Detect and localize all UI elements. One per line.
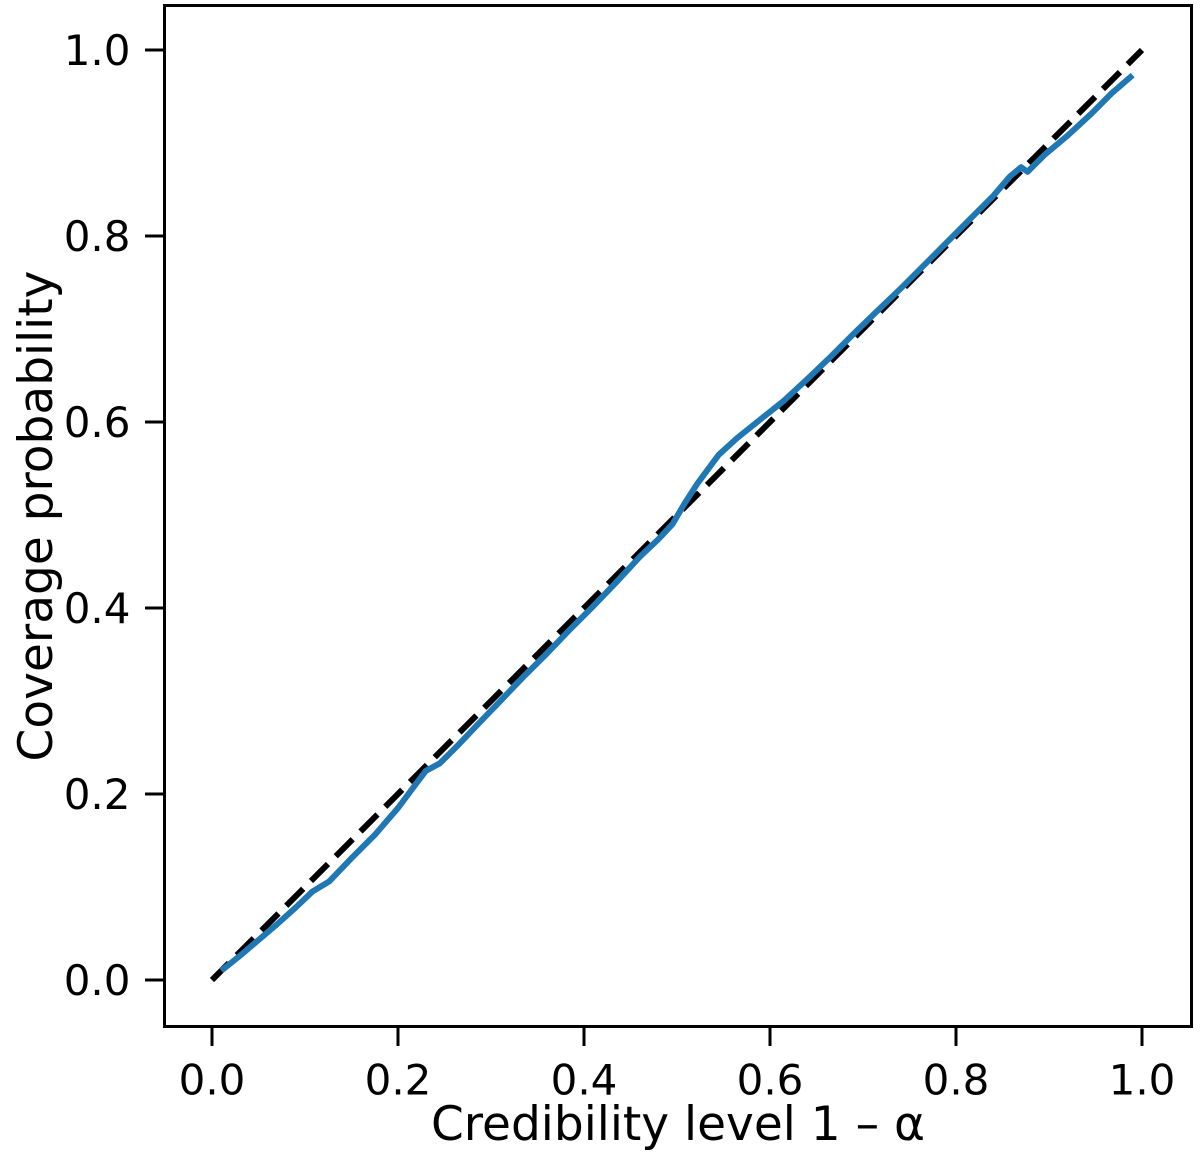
coverage-line — [219, 72, 1135, 974]
x-tick-label: 0.0 — [179, 1056, 246, 1105]
y-tick-label: 1.0 — [64, 26, 131, 75]
series-group — [209, 47, 1145, 983]
x-tick-label: 1.0 — [1109, 1056, 1176, 1105]
y-tick-label: 0.0 — [64, 956, 131, 1005]
y-tick-label: 0.6 — [64, 398, 131, 447]
y-axis: 0.0 0.2 0.4 0.6 0.8 1.0 — [64, 26, 163, 1005]
x-tick-label: 0.4 — [551, 1056, 618, 1105]
x-tick-label: 0.2 — [365, 1056, 432, 1105]
y-axis-label: Coverage probability — [9, 271, 64, 762]
y-tick-label: 0.2 — [64, 770, 131, 819]
y-tick-label: 0.4 — [64, 584, 131, 633]
x-axis-label: Credibility level 1 – α — [431, 1097, 925, 1152]
x-tick-label: 0.8 — [923, 1056, 990, 1105]
plot-area — [163, 4, 1193, 1028]
x-tick-label: 0.6 — [737, 1056, 804, 1105]
x-axis: 0.0 0.2 0.4 0.6 0.8 1.0 — [179, 1028, 1176, 1105]
y-tick-label: 0.8 — [64, 212, 131, 261]
